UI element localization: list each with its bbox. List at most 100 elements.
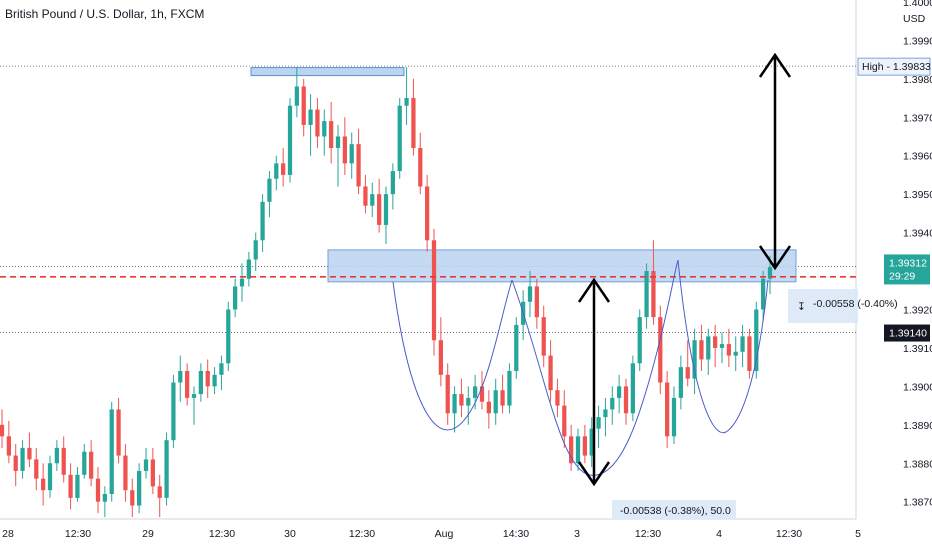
measure-box bbox=[788, 289, 858, 323]
y-tick-label: 1.38800 bbox=[903, 458, 932, 470]
candle bbox=[82, 444, 87, 479]
candle-body bbox=[500, 390, 505, 406]
candle bbox=[185, 363, 190, 406]
candle bbox=[329, 101, 334, 164]
candle bbox=[178, 355, 183, 402]
candle bbox=[164, 432, 169, 506]
candle-body bbox=[719, 344, 725, 348]
candle bbox=[644, 263, 649, 329]
candle-body bbox=[383, 194, 389, 225]
x-tick-label: 12:30 bbox=[635, 528, 661, 540]
arrow-head-top bbox=[758, 52, 792, 78]
candle-body bbox=[13, 455, 18, 471]
high-tag bbox=[857, 57, 931, 76]
candle bbox=[349, 132, 354, 179]
candle-body bbox=[109, 409, 114, 495]
candle bbox=[719, 332, 725, 364]
candle-body bbox=[315, 109, 320, 137]
candle bbox=[322, 109, 327, 156]
candle bbox=[733, 336, 738, 371]
candle-body bbox=[61, 447, 66, 475]
candle bbox=[431, 228, 437, 356]
candle-body bbox=[706, 336, 711, 360]
candle-body bbox=[726, 344, 731, 356]
candle bbox=[75, 467, 80, 502]
x-tick-label: 14:30 bbox=[503, 528, 529, 540]
candle bbox=[6, 420, 11, 464]
candle-body bbox=[20, 447, 25, 471]
candle bbox=[534, 278, 539, 329]
candle-body bbox=[150, 459, 155, 487]
candle-body bbox=[294, 86, 299, 106]
y-tick-label: 1.39100 bbox=[903, 343, 932, 355]
candle-body bbox=[431, 240, 437, 341]
x-tick-label: 30 bbox=[284, 528, 296, 540]
candle-body bbox=[610, 397, 615, 410]
candle-body bbox=[418, 148, 423, 187]
candle-body bbox=[363, 186, 368, 206]
candle-body bbox=[671, 397, 677, 437]
candle bbox=[418, 132, 423, 195]
candle bbox=[20, 440, 25, 479]
high-tag-label: High - 1.39833 bbox=[862, 61, 931, 73]
measure-bottom-label: -0.00538 (-0.38%), 50.0 bbox=[620, 505, 731, 517]
candle-body bbox=[761, 278, 766, 310]
candle-body bbox=[185, 370, 190, 398]
y-tick-label: 1.39700 bbox=[903, 112, 932, 124]
candle-body bbox=[157, 486, 162, 498]
candle-body bbox=[603, 409, 608, 418]
y-tick-label: 1.39900 bbox=[903, 35, 932, 47]
x-tick-label: 3 bbox=[574, 528, 580, 540]
candle-body bbox=[569, 436, 574, 464]
target-arrow bbox=[758, 52, 792, 271]
candle bbox=[260, 194, 265, 252]
candle bbox=[548, 340, 553, 402]
level-tag-value: 1.39140 bbox=[889, 328, 927, 340]
candle bbox=[747, 328, 752, 379]
candle-body bbox=[637, 317, 642, 364]
candle-body bbox=[390, 171, 395, 195]
last-price-value: 1.39312 bbox=[889, 257, 927, 269]
center-cup-curve bbox=[511, 259, 679, 476]
candle-body bbox=[630, 363, 635, 414]
candle-body bbox=[699, 340, 704, 360]
last-price-tag bbox=[884, 254, 930, 285]
candle bbox=[397, 98, 402, 179]
candle-body bbox=[692, 340, 697, 379]
candle bbox=[356, 128, 361, 195]
y-tick-label: 1.39600 bbox=[903, 151, 932, 163]
candle-body bbox=[527, 286, 533, 302]
candle-body bbox=[713, 336, 718, 348]
candle-body bbox=[754, 309, 759, 371]
candle-body bbox=[651, 271, 656, 318]
candle-body bbox=[562, 405, 567, 437]
chart-title: British Pound / U.S. Dollar, 1h, FXCM bbox=[5, 7, 205, 21]
candle-body bbox=[219, 363, 224, 375]
candle-body bbox=[329, 121, 334, 149]
candle bbox=[89, 440, 94, 487]
candle bbox=[383, 186, 389, 245]
candle bbox=[582, 424, 587, 464]
resistance-zone bbox=[250, 67, 405, 77]
candle-body bbox=[212, 374, 217, 387]
y-tick-label: 1.39200 bbox=[903, 304, 932, 316]
candle bbox=[713, 324, 718, 368]
candle bbox=[198, 363, 203, 402]
candle bbox=[507, 363, 512, 414]
candle-body bbox=[246, 259, 251, 279]
candle-body bbox=[34, 459, 39, 479]
candle-body bbox=[493, 390, 498, 414]
candle-body bbox=[397, 105, 402, 172]
candle bbox=[459, 378, 464, 418]
candle bbox=[541, 305, 546, 368]
arrow-head-top bbox=[577, 277, 611, 303]
candle bbox=[685, 340, 690, 387]
candle bbox=[301, 78, 306, 137]
candle-body bbox=[555, 390, 560, 406]
candle bbox=[0, 409, 5, 448]
candle bbox=[219, 355, 224, 391]
candle-body bbox=[89, 451, 94, 479]
candle bbox=[363, 174, 368, 214]
measure-left-label: -0.00558 (-0.40%) bbox=[813, 298, 898, 310]
